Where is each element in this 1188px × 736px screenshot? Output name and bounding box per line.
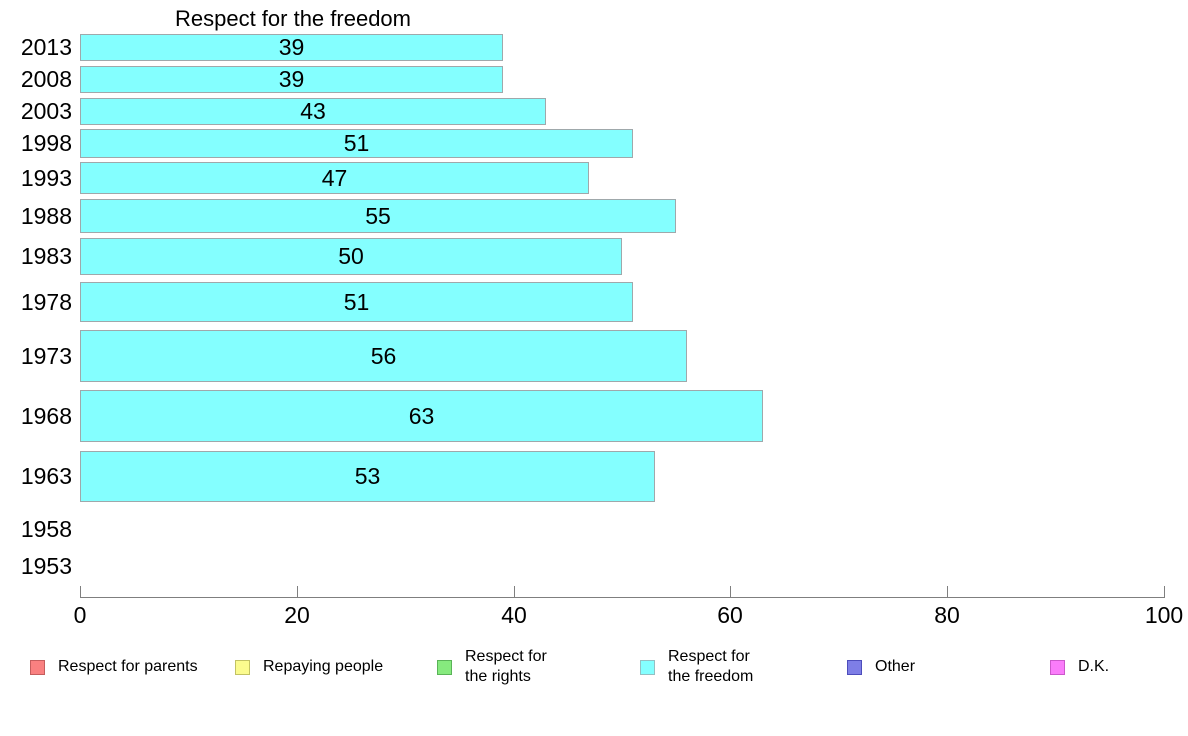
bar-value-label: 51 bbox=[343, 130, 370, 156]
x-axis-tick bbox=[80, 586, 81, 598]
chart-title: Respect for the freedom bbox=[174, 6, 411, 31]
x-axis-tick-label: 40 bbox=[501, 602, 527, 628]
y-axis-label: 1998 bbox=[20, 130, 72, 156]
bar-value-label: 47 bbox=[321, 164, 348, 191]
bar bbox=[80, 451, 655, 502]
x-axis-tick-label: 0 bbox=[73, 602, 87, 628]
legend-swatch bbox=[30, 659, 45, 675]
x-axis-tick bbox=[730, 586, 731, 598]
y-axis-label: 1988 bbox=[20, 202, 72, 229]
bar-value-label: 43 bbox=[300, 98, 326, 124]
x-axis-tick bbox=[297, 586, 298, 598]
legend-swatch bbox=[235, 659, 250, 675]
x-axis-line bbox=[80, 597, 1164, 598]
legend-item: Other bbox=[847, 645, 915, 689]
bar-value-label: 39 bbox=[278, 34, 305, 60]
bar bbox=[80, 390, 763, 442]
y-axis-label: 1973 bbox=[20, 342, 72, 369]
bar-value-label: 50 bbox=[338, 243, 364, 269]
legend-label: D.K. bbox=[1078, 658, 1110, 675]
y-axis-label: 2008 bbox=[20, 66, 72, 92]
legend-label: Respect for parents bbox=[58, 658, 198, 675]
bar bbox=[80, 66, 503, 93]
y-axis-label: 1953 bbox=[20, 552, 72, 579]
bar-value-label: 53 bbox=[354, 463, 381, 489]
bar-value-label: 39 bbox=[278, 66, 305, 92]
y-axis-label: 2013 bbox=[20, 34, 72, 60]
x-axis-tick-label: 80 bbox=[934, 602, 960, 628]
y-axis-label: 1963 bbox=[20, 463, 72, 489]
bar-value-label: 51 bbox=[343, 288, 370, 315]
legend-label: Other bbox=[875, 658, 916, 675]
bar bbox=[80, 199, 676, 233]
bar bbox=[80, 34, 503, 61]
x-axis-tick bbox=[514, 586, 515, 598]
bar-value-label: 55 bbox=[365, 202, 391, 229]
legend-item: Repaying people bbox=[235, 645, 383, 689]
legend-item: Respect for the rights bbox=[437, 645, 565, 689]
y-axis-label: 1983 bbox=[20, 243, 72, 269]
bar-value-label: 56 bbox=[370, 342, 397, 369]
bar bbox=[80, 98, 546, 125]
legend-swatch bbox=[640, 659, 655, 675]
legend-label: Repaying people bbox=[263, 658, 384, 675]
y-axis-label: 1993 bbox=[20, 164, 72, 191]
legend-swatch bbox=[1050, 659, 1065, 675]
x-axis-tick bbox=[947, 586, 948, 598]
y-axis-label: 2003 bbox=[20, 98, 72, 124]
legend-item: D.K. bbox=[1050, 645, 1109, 689]
y-axis-label: 1978 bbox=[20, 288, 72, 315]
legend-label: Respect for the freedom bbox=[668, 648, 754, 685]
legend-item: Respect for the freedom bbox=[640, 645, 768, 689]
legend-swatch bbox=[847, 659, 862, 675]
y-axis-label: 1968 bbox=[20, 402, 72, 429]
x-axis-tick-label: 60 bbox=[717, 602, 743, 628]
legend-swatch bbox=[437, 659, 452, 675]
bar-value-label: 63 bbox=[408, 402, 435, 429]
y-axis-label: 1958 bbox=[20, 515, 72, 542]
bar bbox=[80, 129, 633, 158]
x-axis-tick-label: 100 bbox=[1144, 602, 1184, 628]
bar bbox=[80, 282, 633, 322]
x-axis-tick bbox=[1164, 586, 1165, 598]
bar bbox=[80, 330, 687, 382]
x-axis-tick-label: 20 bbox=[284, 602, 310, 628]
legend-item: Respect for parents bbox=[30, 645, 198, 689]
legend-label: Respect for the rights bbox=[465, 648, 547, 685]
bar bbox=[80, 162, 589, 194]
bar bbox=[80, 238, 622, 275]
